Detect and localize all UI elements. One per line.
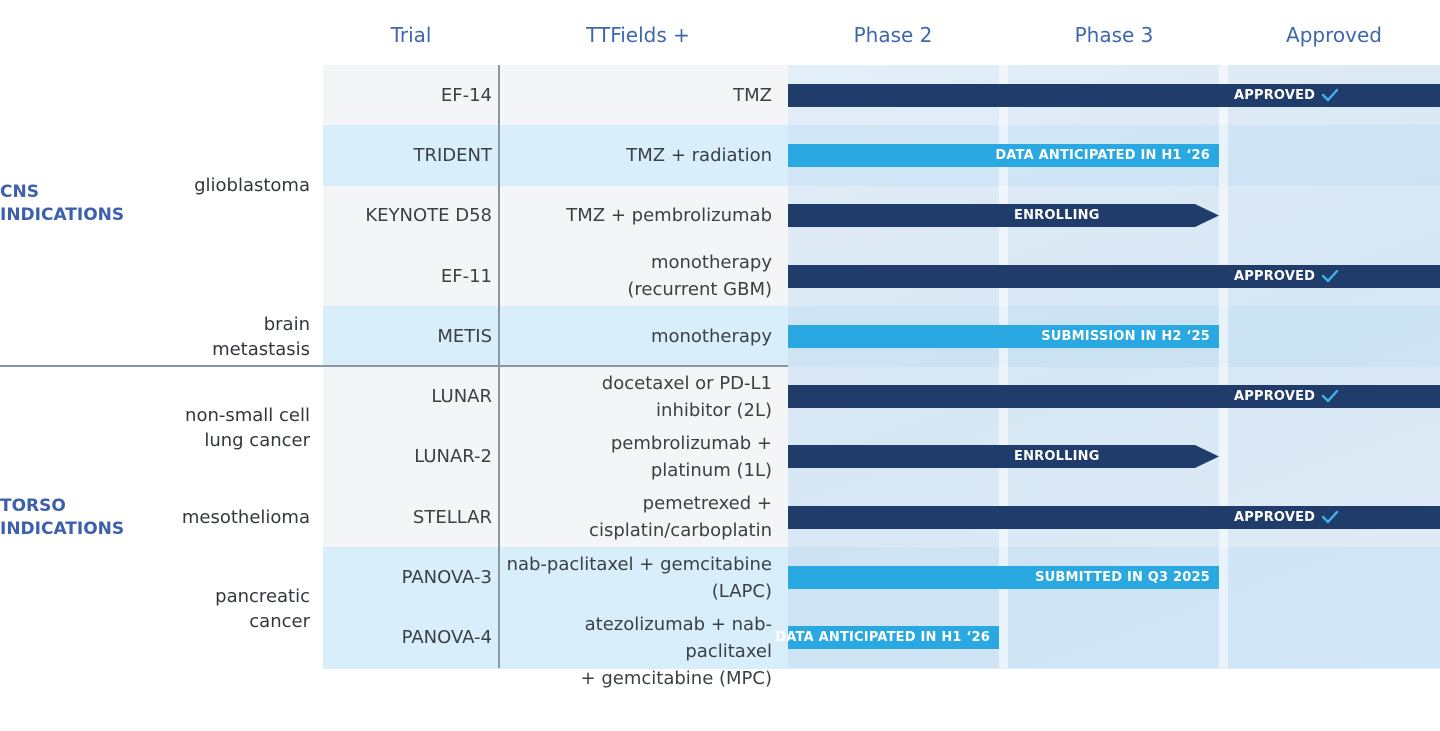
row-background: [323, 366, 788, 428]
status-bar-arrow-shape: [788, 204, 1219, 228]
trial-name: TRIDENT: [413, 144, 492, 166]
stage-column-separator: [1219, 65, 1228, 668]
status-bar: APPROVED: [788, 385, 1440, 409]
checkmark-icon: [1321, 510, 1339, 523]
treatment-combination: atezolizumab + nab-paclitaxel + gemcitab…: [580, 613, 772, 689]
status-label: APPROVED: [1234, 389, 1316, 405]
status-bar: ENROLLING: [788, 204, 1219, 228]
group-label-torso: TORSO INDICATIONS: [0, 496, 125, 539]
status-label: APPROVED: [1234, 87, 1316, 103]
indication-name: non-small cell lung cancer: [185, 405, 310, 451]
treatment-combination: nab-paclitaxel + gemcitabine (LAPC): [506, 553, 772, 602]
treatment-combination: pembrolizumab + platinum (1L): [610, 432, 772, 481]
row-background: [323, 547, 788, 609]
row-background: [323, 306, 788, 368]
indication-name: brain metastasis: [212, 314, 310, 360]
status-bar: APPROVED: [788, 83, 1440, 107]
row-background: [323, 487, 788, 549]
status-bar-arrow: [788, 445, 1219, 469]
row-background: [323, 426, 788, 488]
header-trial: Trial: [390, 23, 432, 47]
checkmark-icon: [1321, 269, 1339, 282]
treatment-combination: monotherapy (recurrent GBM): [627, 252, 772, 301]
treatment-combination: monotherapy: [650, 325, 772, 347]
status-bar-arrow-shape: [788, 445, 1219, 469]
trial-name: METIS: [437, 325, 492, 347]
header-combination: TTFields +: [586, 23, 690, 47]
checkmark-icon: [1321, 88, 1339, 101]
checkmark-stroke: [1321, 510, 1339, 523]
status-bar: DATA ANTICIPATED IN H1 ‘26: [775, 626, 999, 650]
trial-name: PANOVA-3: [401, 567, 492, 589]
trial-name: EF-11: [440, 265, 492, 287]
indication-name: glioblastoma: [194, 175, 310, 196]
header-phase-2: Phase 2: [853, 23, 933, 47]
row-background: [323, 125, 788, 187]
status-label: DATA ANTICIPATED IN H1 ‘26: [775, 630, 990, 646]
group-separator: [0, 365, 788, 367]
checkmark-stroke: [1321, 389, 1339, 403]
status-bar: APPROVED: [788, 264, 1440, 288]
status-bar: SUBMISSION IN H2 ‘25: [788, 324, 1219, 348]
status-label: SUBMITTED IN Q3 2025: [1035, 570, 1210, 586]
status-label: SUBMISSION IN H2 ‘25: [1041, 328, 1210, 344]
header-phase-3: Phase 3: [1074, 23, 1154, 47]
trial-column-divider: [498, 65, 500, 668]
status-label: ENROLLING: [1014, 208, 1100, 224]
status-label: ENROLLING: [1014, 449, 1100, 465]
status-label: DATA ANTICIPATED IN H1 ‘26: [995, 147, 1210, 163]
status-bar: SUBMITTED IN Q3 2025: [788, 566, 1219, 590]
treatment-combination: pemetrexed + cisplatin/carboplatin: [589, 493, 772, 542]
row-background: [323, 65, 788, 126]
status-label: APPROVED: [1234, 509, 1316, 525]
treatment-combination: TMZ + radiation: [626, 144, 772, 166]
treatment-combination: TMZ + pembrolizumab: [566, 205, 772, 227]
trial-name: STELLAR: [412, 506, 492, 528]
checkmark-icon: [1321, 389, 1339, 403]
trial-name: LUNAR-2: [414, 446, 492, 468]
status-bar: ENROLLING: [788, 445, 1219, 469]
trial-name: LUNAR: [431, 386, 492, 408]
group-label-cns: CNS INDICATIONS: [0, 182, 125, 225]
stage-column-separator: [999, 65, 1008, 668]
status-label: APPROVED: [1234, 268, 1316, 284]
treatment-combination: TMZ: [733, 84, 772, 106]
status-bar: DATA ANTICIPATED IN H1 ‘26: [788, 143, 1219, 167]
indication-name: mesothelioma: [181, 507, 310, 528]
treatment-combination: docetaxel or PD-L1 inhibitor (2L): [601, 372, 772, 421]
header-approved: Approved: [1286, 23, 1382, 47]
checkmark-stroke: [1321, 269, 1339, 282]
trial-name: KEYNOTE D58: [365, 205, 492, 227]
status-bar: APPROVED: [788, 505, 1440, 529]
row-background: [323, 607, 788, 669]
checkmark-stroke: [1321, 88, 1339, 101]
row-background: [323, 185, 788, 247]
indication-name: pancreatic cancer: [215, 586, 310, 632]
trial-name: PANOVA-4: [401, 627, 492, 649]
status-bar-arrow: [788, 204, 1219, 228]
trial-name: EF-14: [440, 84, 492, 106]
row-background: [323, 245, 788, 307]
